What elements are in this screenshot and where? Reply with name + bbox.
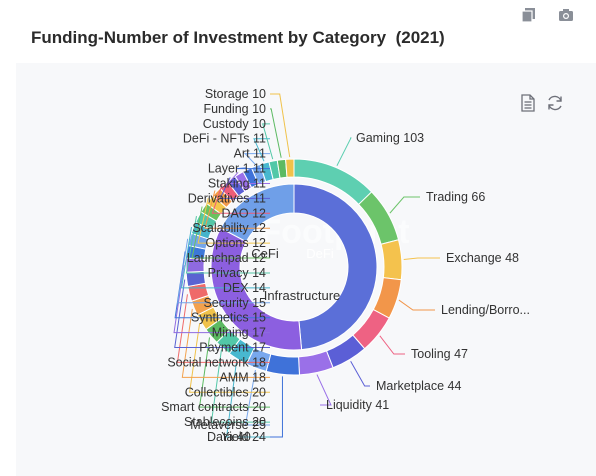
slice-label-dao: DAO 12 bbox=[222, 206, 267, 220]
slice-label-staking: Staking 11 bbox=[208, 176, 266, 190]
slice-label-exchange: Exchange 48 bbox=[446, 251, 519, 265]
camera-icon[interactable] bbox=[558, 7, 574, 23]
outer-slice-storage[interactable] bbox=[285, 158, 295, 178]
slice-label-mining: Mining 17 bbox=[212, 326, 266, 340]
leader-line-social-network bbox=[176, 294, 270, 363]
page-title: Funding-Number of Investment by Category… bbox=[31, 28, 445, 47]
leader-line-exchange bbox=[403, 257, 440, 261]
leader-line-art bbox=[243, 153, 270, 165]
slice-label-scalability: Scalability 12 bbox=[192, 221, 266, 235]
slice-label-liquidity: Liquidity 41 bbox=[326, 398, 389, 412]
slice-label-launchpad: Launchpad 12 bbox=[187, 251, 266, 265]
slice-label-social-network: Social network 18 bbox=[167, 355, 266, 369]
leader-line-gaming bbox=[336, 137, 352, 166]
leader-line-storage bbox=[270, 93, 291, 158]
slice-label-stablecoins: Stablecoins 20 bbox=[184, 415, 266, 429]
slice-label-smart-contracts: Smart contracts 20 bbox=[161, 400, 266, 414]
inner-label-defi: DeFi bbox=[306, 246, 334, 261]
leader-line-dao bbox=[211, 183, 270, 214]
slice-label-privacy: Privacy 14 bbox=[208, 266, 266, 280]
slice-label-trading: Trading 66 bbox=[426, 190, 485, 204]
slice-label-metaverse: Metaverse 25 bbox=[190, 418, 266, 432]
slice-label-layer-1: Layer 1 11 bbox=[208, 162, 266, 176]
leader-line-smart-contracts bbox=[198, 337, 270, 408]
inner-slice-defi[interactable] bbox=[293, 183, 378, 351]
leader-line-lending-borrowing bbox=[398, 299, 435, 311]
leader-line-launchpad bbox=[191, 206, 270, 259]
outer-slice-data[interactable] bbox=[265, 353, 300, 376]
slice-label-storage: Storage 10 bbox=[205, 87, 266, 101]
slice-label-lending-borrowing: Lending/Borro... bbox=[441, 303, 530, 317]
slice-label-options: Options 12 bbox=[206, 236, 267, 250]
copy-icon[interactable] bbox=[521, 7, 537, 23]
outer-slice-liquidity[interactable] bbox=[298, 350, 334, 376]
data-view-icon[interactable] bbox=[519, 94, 537, 112]
slice-label-dex: DEX 14 bbox=[223, 281, 266, 295]
refresh-icon[interactable] bbox=[546, 94, 564, 112]
leader-line-liquidity bbox=[316, 374, 332, 406]
leader-line-defi-nfts bbox=[253, 138, 270, 162]
inner-label-cefi: CeFi bbox=[251, 246, 279, 261]
chart-panel bbox=[16, 63, 596, 476]
slice-label-tooling: Tooling 47 bbox=[411, 347, 468, 361]
leader-line-custody bbox=[262, 123, 274, 160]
inner-label-infrastructure: Infrastructure bbox=[264, 288, 341, 303]
slice-label-art: Art 11 bbox=[234, 147, 266, 161]
slice-label-collectibles: Collectibles 20 bbox=[185, 385, 266, 399]
leader-line-dex bbox=[180, 226, 270, 289]
outer-slice-exchange[interactable] bbox=[380, 239, 403, 281]
leader-line-security bbox=[177, 238, 270, 304]
slice-label-defi-nfts: DeFi - NFTs 11 bbox=[183, 132, 266, 146]
leader-line-payment bbox=[174, 279, 270, 349]
leader-line-collectibles bbox=[189, 323, 270, 393]
slice-label-custody: Custody 10 bbox=[203, 117, 266, 131]
slice-label-amm: AMM 18 bbox=[219, 370, 266, 384]
leader-line-amm bbox=[181, 308, 270, 378]
leader-line-privacy bbox=[185, 216, 270, 274]
leader-line-mining bbox=[173, 264, 270, 334]
slice-label-gaming: Gaming 103 bbox=[356, 131, 424, 145]
slice-label-marketplace: Marketplace 44 bbox=[376, 379, 462, 393]
leader-line-staking bbox=[226, 171, 270, 184]
slice-label-synthetics: Synthetics 15 bbox=[191, 311, 266, 325]
leader-line-marketplace bbox=[350, 361, 370, 387]
leader-line-funding bbox=[270, 108, 282, 158]
leader-line-layer-1 bbox=[236, 167, 270, 170]
leader-line-tooling bbox=[379, 335, 405, 355]
leader-line-options bbox=[197, 198, 270, 244]
slice-label-derivatives: Derivatives 11 bbox=[188, 191, 266, 205]
slice-label-payment: Payment 17 bbox=[199, 341, 266, 355]
outer-slice-payment[interactable] bbox=[185, 270, 207, 288]
slice-label-yield: Yield 24 bbox=[221, 430, 266, 444]
slice-label-security: Security 15 bbox=[203, 296, 266, 310]
leader-line-yield bbox=[226, 360, 270, 438]
leader-line-stablecoins bbox=[210, 349, 270, 423]
leader-line-metaverse bbox=[244, 369, 270, 426]
leader-line-trading bbox=[389, 196, 420, 214]
slice-label-data: Data 40 bbox=[207, 430, 251, 444]
slice-label-funding: Funding 10 bbox=[203, 102, 266, 116]
leader-line-derivatives bbox=[219, 177, 270, 199]
inner-slice-infrastructure[interactable] bbox=[210, 227, 303, 351]
leader-line-scalability bbox=[204, 190, 270, 229]
